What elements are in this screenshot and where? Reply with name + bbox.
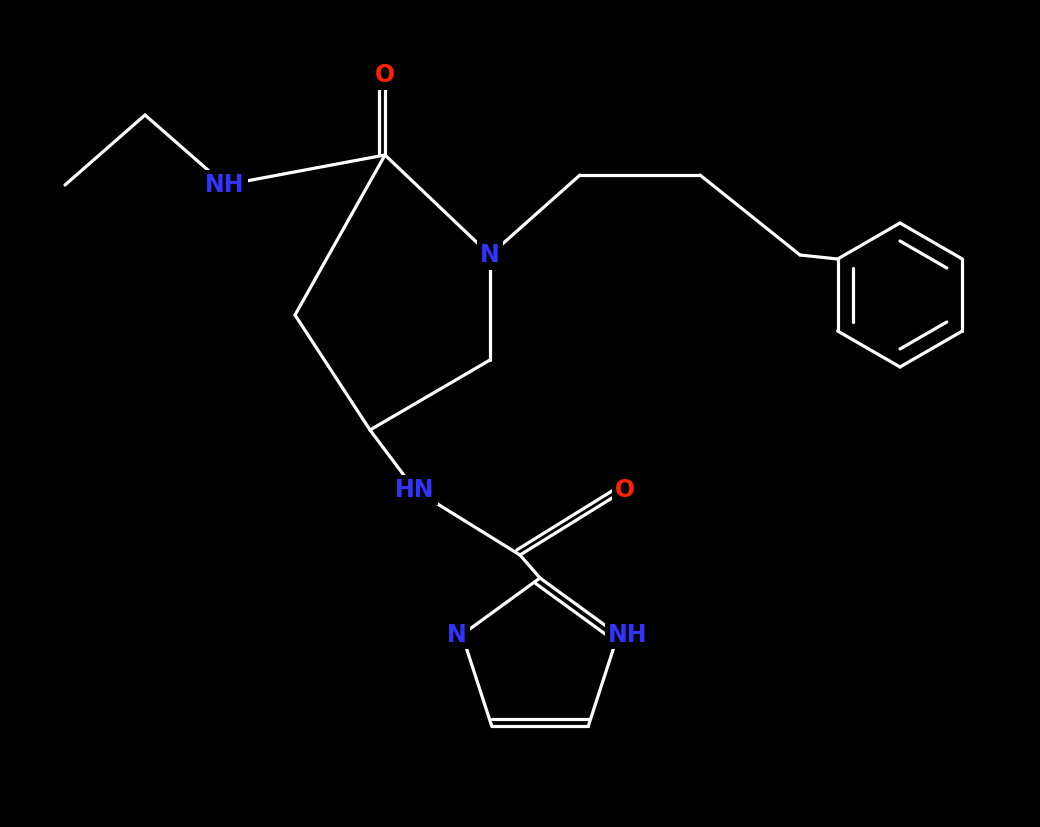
Text: NH: NH	[205, 173, 244, 197]
Text: O: O	[375, 63, 395, 87]
Text: HN: HN	[395, 478, 435, 502]
Text: NH: NH	[608, 623, 648, 647]
Text: O: O	[615, 478, 635, 502]
Text: N: N	[447, 623, 467, 647]
Text: N: N	[480, 243, 500, 267]
